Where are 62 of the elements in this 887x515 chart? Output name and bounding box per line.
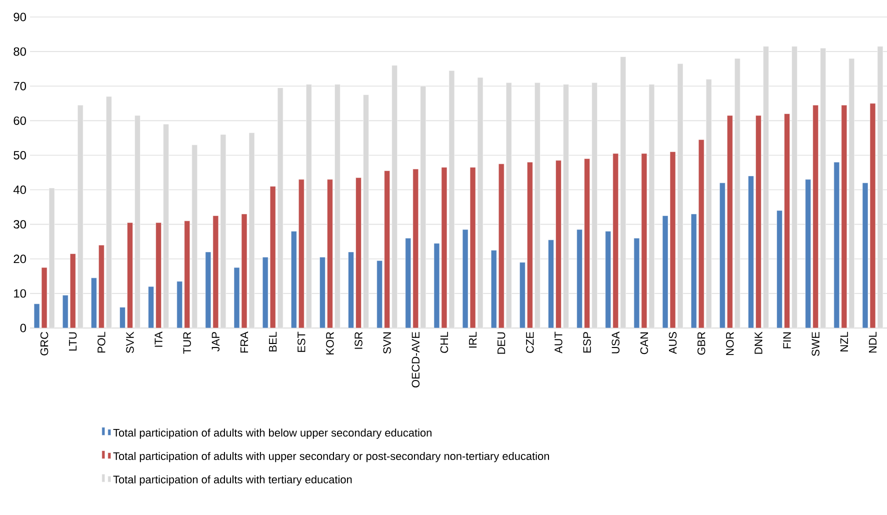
y-tick-label: 90 [14,12,26,22]
bar [176,281,183,328]
bar [405,238,412,328]
bar [720,182,726,328]
x-tick-label: POL [98,332,106,353]
x-tick-label: FIN [783,332,791,348]
y-tick-label: 50 [14,150,26,160]
bar [348,252,354,328]
legend-label: Total participation of adults with below upper secondary education [113,428,432,439]
x-tick-label: USA [612,332,620,354]
x-tick-label: AUS [668,332,677,354]
x-tick-label: BEL [269,332,277,352]
y-tick-label: 70 [14,82,26,90]
bar [748,176,754,328]
y-tick-label: 0 [20,324,26,332]
bar [320,257,326,328]
x-tick-label: CAN [640,332,648,354]
legend-label: Total participation of adults with tertiary education [113,475,352,486]
x-tick-label: GBR [697,332,706,355]
bar [548,240,554,328]
bar [690,214,697,328]
y-tick-label: 60 [14,116,26,125]
x-tick-label: JAP [212,332,220,352]
x-tick-label: NZL [840,332,848,352]
x-tick-label: SVN [383,332,391,354]
bar [805,179,811,328]
x-tick-label: EST [298,332,306,352]
y-tick-label: 10 [14,289,26,298]
x-tick-label: TUR [183,332,191,354]
y-tick-label: 20 [14,254,26,264]
x-tick-label: NOR [726,332,734,355]
x-tick-label: AUT [554,332,562,354]
x-tick-label: CZE [526,332,534,353]
x-tick-label: ITA [154,332,162,347]
bar [91,278,97,328]
x-tick-label: CHL [440,332,448,353]
x-tick-label: IRL [469,332,477,348]
x-tick-label: DNK [754,332,762,354]
x-tick-label: OECD-AVE [412,332,420,388]
x-tick-label: KOR [326,332,334,354]
x-tick-label: NDL [868,332,876,353]
bar [576,229,582,328]
x-tick-label: SWE [812,332,820,356]
x-tick-label: ESP [583,332,591,353]
y-tick-label: 30 [14,220,26,229]
y-tick-label: 40 [13,186,26,194]
bar [834,162,840,328]
bar [262,257,268,328]
legend-label: Total participation of adults with upper secondary or post-secondary non-tertiary education [113,452,549,462]
bar [520,262,526,328]
bar [776,210,782,328]
x-tick-label: GRC [40,332,48,356]
bar [605,231,612,328]
x-tick-label: ISR [354,332,362,349]
bar [490,250,497,328]
bar [290,231,297,328]
x-tick-label: LTU [69,332,77,351]
bar [376,260,382,328]
x-tick-label: FRA [240,332,248,353]
x-tick-label: SVK [126,332,134,353]
y-tick-label: 80 [14,47,26,56]
x-tick-label: DEU [498,332,506,354]
